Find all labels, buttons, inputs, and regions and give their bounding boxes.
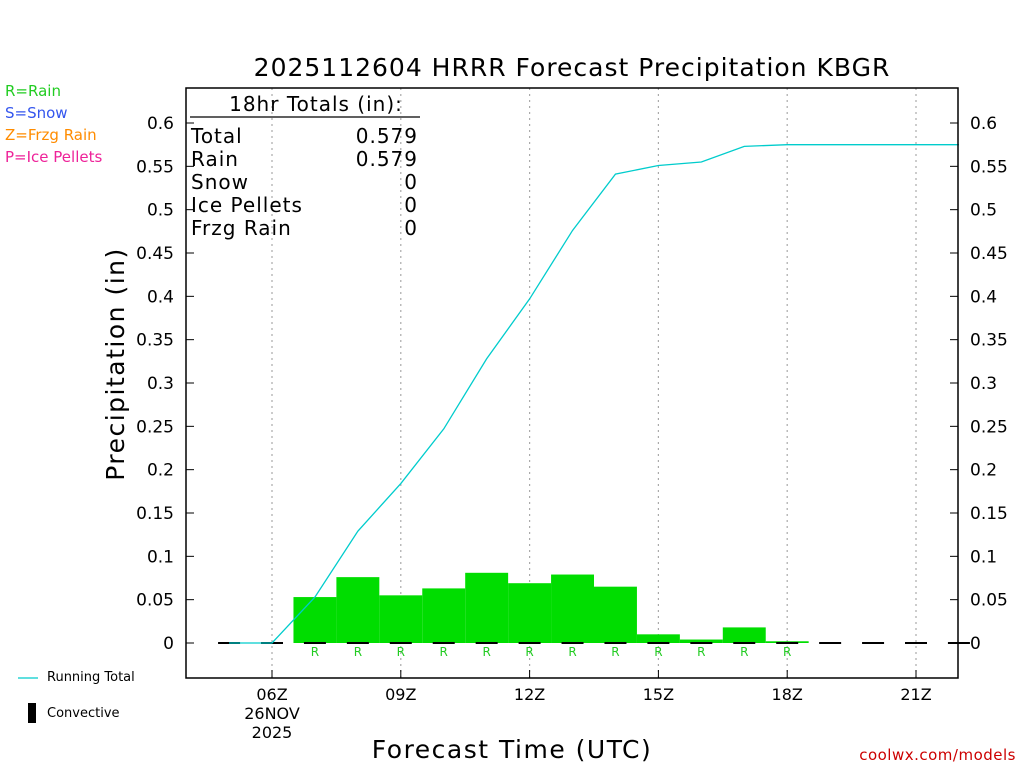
totals-row-label: Total (190, 124, 243, 148)
rain-bar (679, 639, 723, 643)
ptype-mark: R (354, 645, 362, 659)
x-tick-label: 06Z (256, 685, 287, 704)
y-tick-label: 0.1 (147, 547, 174, 567)
ptype-legend-rain: R=Rain (5, 82, 61, 100)
rain-bar (594, 586, 637, 643)
rain-bar (636, 634, 680, 643)
x-tick-label: 12Z (514, 685, 545, 704)
y-tick-label-right: 0.6 (970, 114, 997, 134)
y-tick-label-right: 0.35 (970, 331, 1008, 351)
ptype-mark: R (697, 645, 705, 659)
y-tick-label-right: 0.45 (970, 244, 1008, 264)
running-total-legend-label: Running Total (47, 670, 135, 685)
y-tick-label: 0.4 (147, 287, 174, 307)
totals-row-label: Rain (191, 147, 239, 171)
y-tick-label-right: 0.25 (970, 417, 1008, 437)
rain-bar (722, 627, 766, 643)
y-tick-label: 0.6 (147, 114, 174, 134)
totals-row-value: 0 (404, 193, 418, 217)
y-tick-label: 0.15 (136, 504, 174, 524)
ptype-mark: R (740, 645, 748, 659)
ptype-mark: R (440, 645, 448, 659)
y-tick-label-right: 0.5 (970, 201, 997, 221)
x-tick-date: 26NOV (244, 704, 300, 723)
ptype-mark: R (397, 645, 405, 659)
totals-row-value: 0 (404, 216, 418, 240)
totals-row-label: Frzg Rain (191, 216, 292, 240)
ptype-mark: R (611, 645, 619, 659)
y-tick-label: 0.55 (136, 157, 174, 177)
y-axis-label: Precipitation (in) (101, 247, 130, 481)
y-tick-label-right: 0.2 (970, 461, 997, 481)
ptype-legend-snow: S=Snow (5, 104, 68, 122)
rain-bar (379, 595, 423, 643)
y-tick-label-right: 0 (970, 634, 981, 654)
totals-box: 18hr Totals (in): Total 0.579 Rain 0.579 Snow… (190, 92, 420, 240)
ptype-mark: R (482, 645, 490, 659)
y-tick-label-right: 0.4 (970, 287, 997, 307)
rain-bar (551, 574, 594, 643)
totals-row-value: 0.579 (356, 124, 418, 148)
rain-bars (293, 572, 809, 643)
y-tick-label: 0.05 (136, 591, 174, 611)
y-tick-label-right: 0.1 (970, 547, 997, 567)
running-total-line (229, 144, 959, 644)
y-tick-label-right: 0.55 (970, 157, 1008, 177)
y-tick-label: 0.5 (147, 201, 174, 221)
ptype-legend: R=Rain S=Snow Z=Frzg Rain P=Ice Pellets (5, 80, 102, 168)
credit-link[interactable]: coolwx.com/models (859, 746, 1016, 764)
x-axis-label: Forecast Time (UTC) (372, 735, 652, 764)
rain-bar (422, 588, 466, 643)
chart-title: 2025112604 HRRR Forecast Precipitation K… (254, 53, 891, 82)
running-total-series (229, 144, 959, 644)
rain-bar (293, 597, 337, 643)
y-tick-label-right: 0.15 (970, 504, 1008, 524)
x-tick-year: 2025 (252, 723, 293, 742)
ptype-mark: R (568, 645, 576, 659)
rain-bar (508, 583, 552, 643)
convective-legend-swatch (28, 703, 36, 723)
x-tick-label: 21Z (900, 685, 931, 704)
rain-bar (465, 572, 509, 643)
totals-row-value: 0 (404, 170, 418, 194)
y-tick-label: 0.45 (136, 244, 174, 264)
y-tick-label: 0.2 (147, 461, 174, 481)
y-tick-label-right: 0.3 (970, 374, 997, 394)
ptype-legend-ice-pellets: P=Ice Pellets (5, 148, 103, 166)
grid-lines (271, 88, 917, 678)
y-tick-label: 0.25 (136, 417, 174, 437)
y-axis: 0 00.05 0.050.1 0.10.15 0.150.2 0.20.25 0.250.… (136, 114, 1008, 654)
y-tick-label-right: 0.05 (970, 591, 1008, 611)
rain-bar (336, 577, 380, 643)
ptype-mark: R (311, 645, 319, 659)
totals-row-value: 0.579 (356, 147, 418, 171)
totals-header: 18hr Totals (in): (229, 92, 403, 116)
convective-legend-label: Convective (47, 706, 120, 721)
y-tick-label: 0.3 (147, 374, 174, 394)
x-tick-label: 09Z (385, 685, 416, 704)
y-tick-label: 0.35 (136, 331, 174, 351)
x-tick-label: 15Z (643, 685, 674, 704)
x-tick-label: 18Z (772, 685, 803, 704)
ptype-legend-frzg-rain: Z=Frzg Rain (5, 126, 97, 144)
totals-row-label: Snow (191, 170, 249, 194)
ptype-mark: R (783, 645, 791, 659)
totals-row-label: Ice Pellets (191, 193, 303, 217)
y-tick-label: 0 (163, 634, 174, 654)
ptype-mark: R (525, 645, 533, 659)
ptype-mark: R (654, 645, 662, 659)
